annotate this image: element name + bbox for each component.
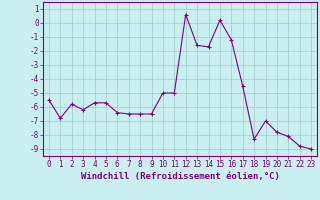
X-axis label: Windchill (Refroidissement éolien,°C): Windchill (Refroidissement éolien,°C) — [81, 172, 279, 181]
